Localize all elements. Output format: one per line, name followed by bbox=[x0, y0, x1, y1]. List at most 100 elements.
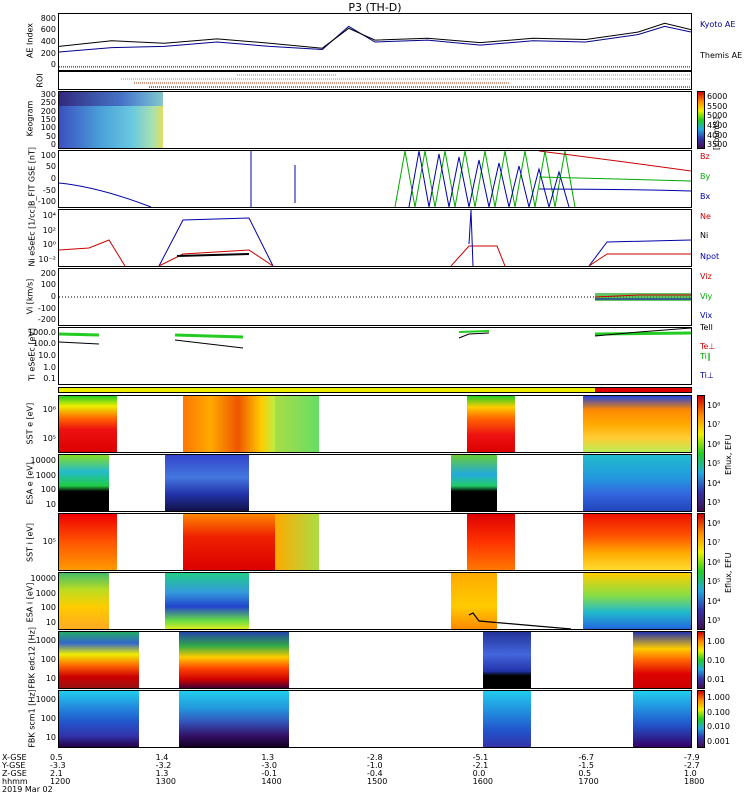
ephemeris-z: 0.5 bbox=[578, 769, 592, 778]
ephemeris-x: -2.8 bbox=[367, 753, 383, 762]
fbk1-block-1 bbox=[59, 632, 139, 688]
ae-ylabel: AE Index bbox=[25, 22, 35, 59]
keogram-cbar-tick: 4000 bbox=[707, 130, 728, 140]
ephemeris-t: 1500 bbox=[367, 777, 388, 786]
bfit-ylabel: B_FIT GSE [nT] bbox=[27, 147, 37, 206]
ephemeris-t: 1700 bbox=[578, 777, 599, 786]
fbk1-panel bbox=[58, 631, 692, 689]
esa-i-trace bbox=[468, 612, 572, 629]
ephemeris-column: -6.7 -1.5 0.5 1700 bbox=[578, 754, 598, 786]
fbk1-block-4 bbox=[633, 632, 691, 688]
ephemeris-column: 1.4 -3.2 1.3 1300 bbox=[156, 754, 176, 786]
vi-tick: 100 bbox=[40, 280, 56, 290]
roi-ylabel: ROI bbox=[35, 73, 45, 88]
ephemeris-t: 1400 bbox=[261, 777, 282, 786]
sst-i-block-5 bbox=[583, 514, 691, 570]
keogram-cbar-label: [counts] bbox=[712, 117, 721, 150]
fbk2-tick: 10 bbox=[45, 733, 56, 743]
ti-panel bbox=[58, 327, 692, 385]
vi-panel bbox=[58, 268, 692, 326]
sst-e-tick: 10⁶ bbox=[42, 404, 56, 414]
vi-tick: -200 bbox=[37, 315, 56, 325]
fbk1-cbar-tick: 0.10 bbox=[707, 656, 725, 665]
keogram-tick: 150 bbox=[40, 115, 56, 124]
bfit-panel bbox=[58, 150, 692, 208]
vi-tick: 0 bbox=[50, 292, 56, 301]
ni-tick: 10⁻² bbox=[38, 254, 56, 264]
ae-series-themis-ae bbox=[59, 22, 691, 49]
keogram-tick: 100 bbox=[40, 123, 56, 133]
plot-title: P3 (TH-D) bbox=[348, 1, 402, 14]
vi-tick: 200 bbox=[40, 268, 56, 278]
esa-e-tick: 100 bbox=[40, 485, 56, 495]
ti-tick: 10.0 bbox=[38, 351, 56, 360]
sst-i-block-1 bbox=[59, 514, 117, 570]
legend-tipar: Ti∥ bbox=[700, 352, 711, 361]
fbk1-block-3 bbox=[483, 632, 531, 688]
sst-i-panel bbox=[58, 513, 692, 571]
ephemeris-y: -2.7 bbox=[684, 761, 700, 770]
vi-tick: -100 bbox=[37, 303, 56, 313]
keogram-dark-band bbox=[59, 92, 163, 106]
efu-2-cbar-tick: 10⁷ bbox=[707, 538, 721, 548]
esa-e-tick: 10 bbox=[45, 499, 56, 509]
legend-bz: Bz bbox=[700, 152, 710, 161]
efu-2-cbar-tick: 10⁵ bbox=[707, 577, 721, 587]
sst-e-block-1 bbox=[59, 396, 117, 452]
ephemeris-y: -3.2 bbox=[155, 761, 172, 770]
zgse-label: Z-GSE bbox=[2, 769, 27, 778]
ae-tick: 400 bbox=[40, 37, 56, 46]
ti-tick: 0.1 bbox=[43, 374, 56, 384]
esa-i-block-3 bbox=[451, 573, 497, 629]
keogram-tick: 0 bbox=[50, 139, 56, 149]
ti-plot bbox=[59, 328, 691, 349]
bfit-tick: -100 bbox=[37, 197, 56, 207]
efu-colorbar-2 bbox=[697, 513, 705, 630]
sst-i-block-3 bbox=[275, 514, 319, 570]
legend-ni: Ni bbox=[700, 231, 709, 240]
efu-colorbar-1 bbox=[697, 395, 705, 512]
legend-bx: Bx bbox=[700, 192, 711, 201]
ephemeris-x: 0.5 bbox=[50, 753, 63, 762]
mode-bar-red bbox=[595, 388, 691, 392]
hhmm-label: hhmm bbox=[2, 777, 28, 786]
keogram-colorbar bbox=[697, 91, 705, 149]
ni-ylabel: Ni eSeEc [1/cc] bbox=[27, 206, 37, 267]
ni-panel bbox=[58, 209, 692, 267]
roi-panel bbox=[58, 71, 692, 90]
ephemeris-y: -1.5 bbox=[578, 761, 594, 770]
efu-1-cbar-tick: 10⁵ bbox=[707, 459, 721, 469]
ephemeris-y: -1.0 bbox=[367, 761, 383, 770]
efu-1-cbar-tick: 10⁷ bbox=[707, 420, 721, 430]
esa-e-panel bbox=[58, 454, 692, 512]
fbk1-cbar-tick: 1.00 bbox=[707, 636, 725, 646]
bfit-tick: 50 bbox=[45, 162, 56, 172]
ephemeris-x: -7.9 bbox=[684, 753, 700, 762]
fbk2-block-3 bbox=[483, 691, 531, 747]
sst-e-block-2 bbox=[183, 396, 275, 452]
esa-e-tick: 10000 bbox=[30, 456, 56, 466]
efu-2-cbar-tick: 10³ bbox=[707, 616, 721, 626]
fbk1-block-2 bbox=[179, 632, 289, 688]
ephemeris-x: 1.4 bbox=[155, 753, 169, 762]
vi-traces bbox=[59, 293, 691, 301]
fbk1-colorbar bbox=[697, 631, 705, 689]
sst-e-ylabel: SST e [eV] bbox=[25, 402, 35, 445]
efu-1-cbar-tick: 10³ bbox=[707, 498, 721, 508]
ae-tick: 200 bbox=[40, 48, 56, 58]
xgse-label: X-GSE bbox=[2, 753, 27, 762]
ephemeris-z: -0.4 bbox=[367, 769, 383, 778]
esa-i-tick: 10 bbox=[45, 617, 56, 627]
sst-i-block-2 bbox=[183, 514, 275, 570]
ni-traces bbox=[59, 210, 691, 266]
keogram-tick: 250 bbox=[40, 98, 56, 108]
roi-plot bbox=[121, 74, 691, 88]
keogram-tick: 200 bbox=[40, 106, 56, 116]
ni-plot bbox=[59, 210, 691, 266]
sst-e-panel bbox=[58, 395, 692, 453]
ephemeris-t: 1800 bbox=[684, 777, 705, 786]
esa-e-block-3 bbox=[451, 455, 497, 511]
legend-viz: Viz bbox=[700, 272, 712, 281]
esa-i-tick: 100 bbox=[40, 603, 56, 613]
keogram-cbar-tick: 5000 bbox=[707, 111, 728, 121]
